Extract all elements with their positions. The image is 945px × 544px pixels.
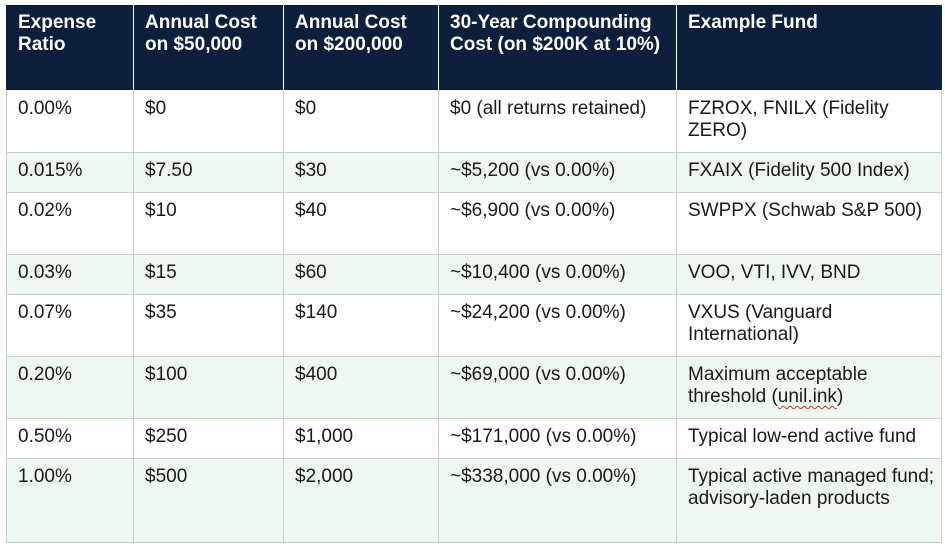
header-expense-ratio: Expense Ratio	[6, 5, 134, 91]
table-row: 0.015% $7.50 $30 ~$5,200 (vs 0.00%) FXAI…	[6, 152, 942, 193]
header-example-fund: Example Fund	[676, 5, 942, 91]
cell-example-fund: Maximum acceptable threshold (unil.ink)	[676, 356, 942, 419]
cell-example-fund: FXAIX (Fidelity 500 Index)	[676, 152, 942, 193]
cell-annual-cost-50k: $7.50	[133, 152, 284, 193]
cell-annual-cost-200k: $140	[283, 294, 439, 357]
header-30-year-cost: 30-Year Compounding Cost (on $200K at 10…	[438, 5, 677, 91]
header-annual-cost-200k: Annual Cost on $200,000	[283, 5, 439, 91]
cell-annual-cost-200k: $400	[283, 356, 439, 419]
cell-30-year-cost: ~$69,000 (vs 0.00%)	[438, 356, 677, 419]
cell-example-fund: VXUS (Vanguard International)	[676, 294, 942, 357]
table-row: 0.50% $250 $1,000 ~$171,000 (vs 0.00%) T…	[6, 418, 942, 459]
cell-expense-ratio: 0.00%	[6, 90, 134, 153]
cell-30-year-cost: ~$24,200 (vs 0.00%)	[438, 294, 677, 357]
cell-expense-ratio: 0.07%	[6, 294, 134, 357]
cell-30-year-cost: ~$6,900 (vs 0.00%)	[438, 192, 677, 255]
header-annual-cost-50k: Annual Cost on $50,000	[133, 5, 284, 91]
table-row: 0.03% $15 $60 ~$10,400 (vs 0.00%) VOO, V…	[6, 254, 942, 295]
cell-annual-cost-200k: $40	[283, 192, 439, 255]
cell-example-fund: FZROX, FNILX (Fidelity ZERO)	[676, 90, 942, 153]
cell-example-fund: Typical active managed fund; advisory-la…	[676, 458, 942, 543]
cell-30-year-cost: ~$10,400 (vs 0.00%)	[438, 254, 677, 295]
cell-annual-cost-200k: $1,000	[283, 418, 439, 459]
cell-annual-cost-50k: $250	[133, 418, 284, 459]
cell-annual-cost-200k: $60	[283, 254, 439, 295]
cell-example-fund: SWPPX (Schwab S&P 500)	[676, 192, 942, 255]
fund-text-suffix: )	[836, 386, 844, 407]
cell-annual-cost-50k: $500	[133, 458, 284, 543]
cell-annual-cost-50k: $10	[133, 192, 284, 255]
cell-30-year-cost: ~$338,000 (vs 0.00%)	[438, 458, 677, 543]
cell-annual-cost-200k: $30	[283, 152, 439, 193]
cell-example-fund: VOO, VTI, IVV, BND	[676, 254, 942, 295]
fund-text: Maximum acceptable threshold (	[688, 364, 868, 407]
table-row: 0.07% $35 $140 ~$24,200 (vs 0.00%) VXUS …	[6, 294, 942, 357]
cell-expense-ratio: 0.20%	[6, 356, 134, 419]
table-row: 0.02% $10 $40 ~$6,900 (vs 0.00%) SWPPX (…	[6, 192, 942, 255]
cell-annual-cost-50k: $35	[133, 294, 284, 357]
header-row: Expense Ratio Annual Cost on $50,000 Ann…	[6, 5, 942, 91]
cell-annual-cost-50k: $15	[133, 254, 284, 295]
cell-30-year-cost: $0 (all returns retained)	[438, 90, 677, 153]
cell-example-fund: Typical low-end active fund	[676, 418, 942, 459]
fund-link-text: unil.ink	[777, 386, 837, 407]
cell-annual-cost-200k: $0	[283, 90, 439, 153]
cell-expense-ratio: 1.00%	[6, 458, 134, 543]
cell-expense-ratio: 0.03%	[6, 254, 134, 295]
table-row: 0.20% $100 $400 ~$69,000 (vs 0.00%) Maxi…	[6, 356, 942, 419]
cell-30-year-cost: ~$5,200 (vs 0.00%)	[438, 152, 677, 193]
expense-ratio-table: Expense Ratio Annual Cost on $50,000 Ann…	[6, 5, 942, 543]
table-body: 0.00% $0 $0 $0 (all returns retained) FZ…	[6, 90, 942, 543]
cell-expense-ratio: 0.50%	[6, 418, 134, 459]
cell-expense-ratio: 0.02%	[6, 192, 134, 255]
cell-annual-cost-50k: $0	[133, 90, 284, 153]
table-row: 1.00% $500 $2,000 ~$338,000 (vs 0.00%) T…	[6, 458, 942, 543]
cell-annual-cost-50k: $100	[133, 356, 284, 419]
table-header: Expense Ratio Annual Cost on $50,000 Ann…	[6, 5, 942, 91]
cell-annual-cost-200k: $2,000	[283, 458, 439, 543]
cell-expense-ratio: 0.015%	[6, 152, 134, 193]
cell-30-year-cost: ~$171,000 (vs 0.00%)	[438, 418, 677, 459]
table-row: 0.00% $0 $0 $0 (all returns retained) FZ…	[6, 90, 942, 153]
